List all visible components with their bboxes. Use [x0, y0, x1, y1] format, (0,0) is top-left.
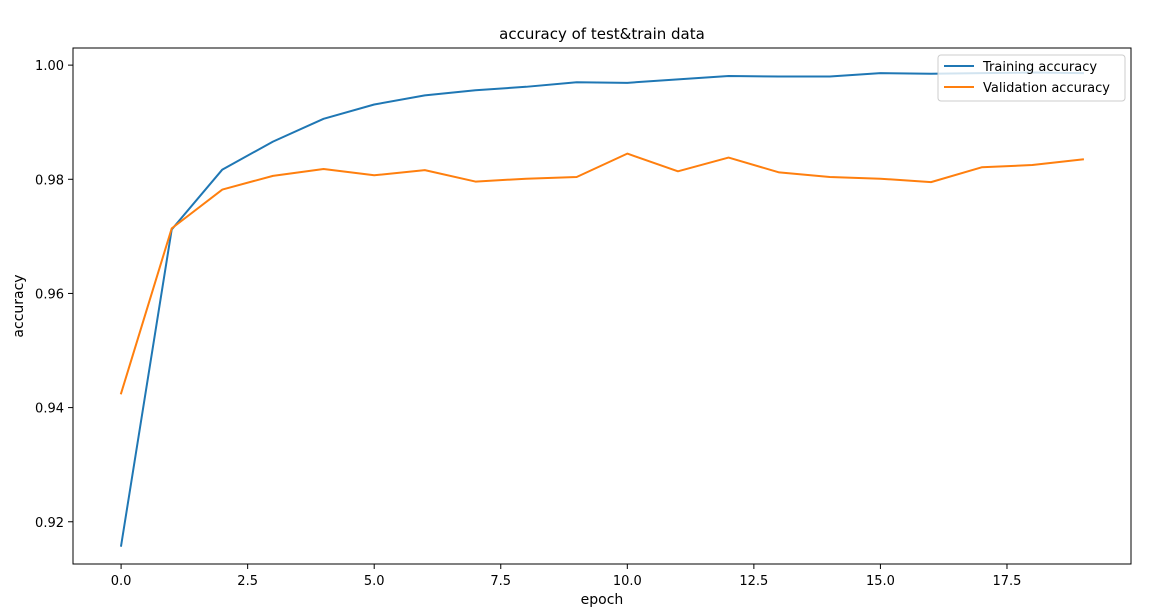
legend-label-training: Training accuracy	[982, 60, 1097, 75]
y-axis-ticks: 0.92 0.94 0.96 0.98 1.00	[35, 59, 73, 531]
series-line-validation	[119, 152, 1085, 395]
plot-lines	[119, 71, 1085, 547]
y-tick-label: 0.98	[35, 173, 64, 188]
series-line-training	[119, 71, 1084, 547]
x-axis-label: epoch	[581, 592, 624, 608]
y-tick-label: 1.00	[35, 59, 64, 74]
x-tick-label: 7.5	[490, 574, 511, 589]
y-tick-label: 0.94	[35, 402, 64, 417]
x-tick-label: 15.0	[866, 574, 895, 589]
y-tick-label: 0.92	[35, 516, 64, 531]
y-axis-label: accuracy	[11, 274, 27, 337]
x-axis-ticks: 0.0 2.5 5.0 7.5 10.0 12.5 15.0 17.5	[111, 564, 1021, 589]
y-tick-label: 0.96	[35, 287, 64, 302]
x-tick-label: 10.0	[613, 574, 642, 589]
x-tick-label: 12.5	[739, 574, 768, 589]
x-tick-label: 2.5	[237, 574, 258, 589]
x-tick-label: 0.0	[111, 574, 132, 589]
legend-label-validation: Validation accuracy	[983, 81, 1110, 96]
chart-title: accuracy of test&train data	[499, 25, 705, 43]
legend-box	[937, 54, 1126, 102]
legend: Training accuracy Validation accuracy	[937, 54, 1126, 102]
x-tick-label: 5.0	[364, 574, 385, 589]
plot-frame	[72, 47, 1132, 565]
x-tick-label: 17.5	[992, 574, 1021, 589]
